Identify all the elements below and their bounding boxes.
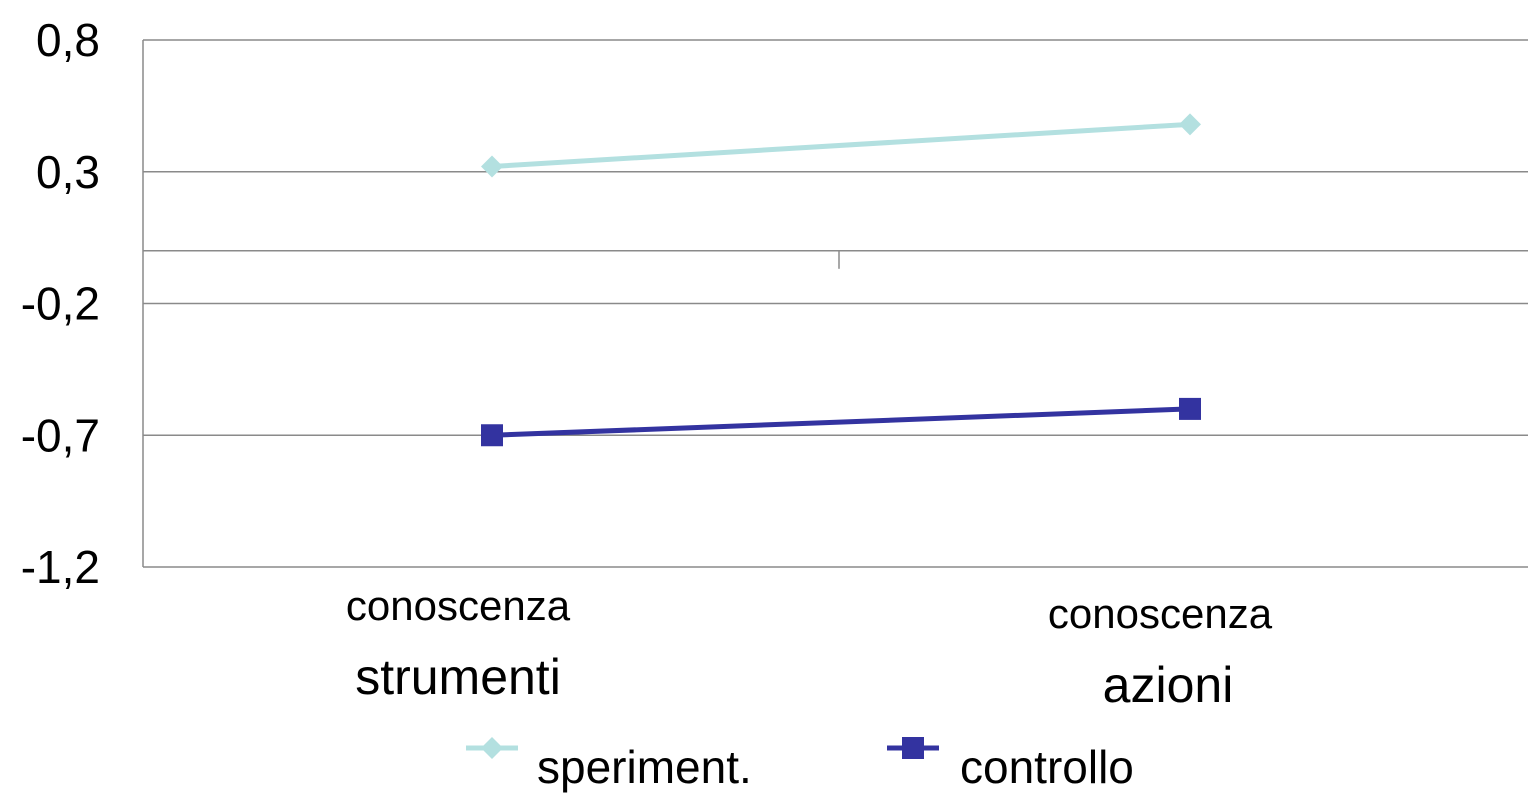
series-0	[481, 113, 1201, 178]
legend-swatch-marker	[481, 737, 503, 759]
legend-label: controllo	[960, 741, 1134, 793]
y-axis-tick-labels: 0,8 0,3 -0,2 -0,7 -1,2	[21, 14, 100, 593]
legend-item: speriment.	[466, 737, 752, 793]
y-tick-label: -0,2	[21, 278, 100, 330]
series-1	[481, 397, 1201, 447]
legend-label: speriment.	[537, 741, 752, 793]
x-category-label-line2: strumenti	[355, 649, 561, 705]
legend: speriment. controllo	[466, 737, 1134, 793]
series-line	[491, 121, 1191, 169]
x-category-label-line1: conoscenza	[346, 582, 571, 629]
y-tick-label: 0,8	[36, 14, 100, 66]
x-category-label-line2: azioni	[1103, 657, 1234, 713]
y-tick-label: -1,2	[21, 541, 100, 593]
x-axis-category-labels: conoscenza strumenti conoscenza azioni	[346, 582, 1273, 713]
data-point	[1179, 113, 1201, 136]
data-point	[481, 155, 503, 178]
series-line	[491, 406, 1191, 438]
y-tick-label: -0,7	[21, 409, 100, 461]
data-point	[481, 424, 503, 447]
legend-item: controllo	[887, 737, 1134, 793]
legend-swatch-marker	[902, 737, 924, 759]
data-series	[481, 113, 1201, 447]
gridlines	[143, 39, 1528, 568]
x-category-label-line1: conoscenza	[1048, 590, 1273, 637]
data-point	[1179, 397, 1201, 420]
axes	[142, 40, 1528, 567]
y-tick-label: 0,3	[36, 146, 100, 198]
